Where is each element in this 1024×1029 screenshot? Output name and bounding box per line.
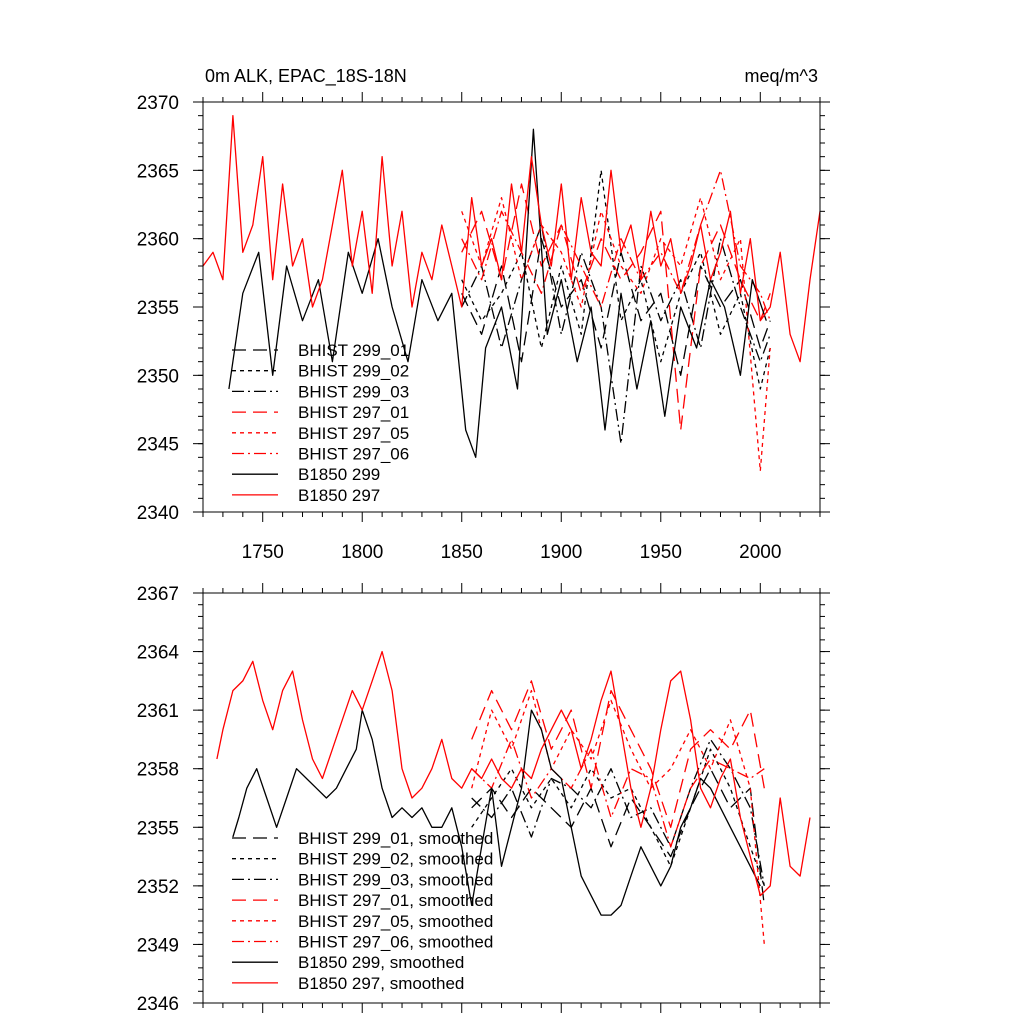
chart-title-left: 0m ALK, EPAC_18S-18N bbox=[205, 66, 407, 87]
plot-frame bbox=[202, 592, 821, 1004]
legend-label: BHIST 299_02 bbox=[298, 362, 409, 381]
x-tick-label: 1750 bbox=[242, 542, 284, 563]
x-tick-label: 1800 bbox=[341, 542, 383, 563]
x-tick-label: 1900 bbox=[540, 542, 582, 563]
chart-panel-1: 2340 2345 2350 2355 2360 2365 2370 1750 1800 1850… bbox=[137, 66, 830, 563]
x-tick-label: 2000 bbox=[739, 542, 781, 563]
legend-label: B1850 297 bbox=[298, 486, 380, 505]
y-tick-label: 2346 bbox=[137, 994, 179, 1015]
legend-label: BHIST 297_06 bbox=[298, 445, 409, 464]
legend-label: BHIST 297_01 bbox=[298, 403, 409, 422]
series-line-5 bbox=[461, 197, 771, 472]
series-line-4 bbox=[471, 680, 765, 828]
y-tick-label: 2349 bbox=[137, 935, 179, 956]
chart-title-right: meq/m^3 bbox=[745, 66, 818, 86]
series-line-3 bbox=[471, 738, 765, 887]
legend: BHIST 299_01, smoothed BHIST 299_02, smoo… bbox=[232, 829, 493, 993]
y-tick-label: 2340 bbox=[137, 503, 179, 524]
x-tick-label: 1850 bbox=[441, 542, 483, 563]
y-tick-label: 2350 bbox=[137, 366, 179, 387]
x-tick-label: 1950 bbox=[640, 542, 682, 563]
series-line-7 bbox=[228, 128, 767, 458]
legend-label: B1850 299, smoothed bbox=[298, 953, 464, 972]
y-tick-label: 2358 bbox=[137, 760, 179, 781]
y-tick-label: 2370 bbox=[137, 93, 179, 114]
plot-frame bbox=[202, 101, 821, 513]
legend-label: BHIST 299_01 bbox=[298, 341, 409, 360]
legend-label: BHIST 299_02, smoothed bbox=[298, 850, 493, 869]
series-line-8 bbox=[203, 115, 820, 363]
series-line-2 bbox=[471, 748, 765, 887]
legend-label: BHIST 297_01, smoothed bbox=[298, 891, 493, 910]
legend-label: BHIST 297_05 bbox=[298, 424, 409, 443]
series-line-5 bbox=[471, 689, 765, 945]
series-line-4 bbox=[461, 183, 771, 431]
legend-label: BHIST 299_03 bbox=[298, 382, 409, 401]
series-line-8 bbox=[216, 650, 811, 897]
series-line-2 bbox=[461, 169, 771, 390]
legend-label: BHIST 299_03, smoothed bbox=[298, 870, 493, 889]
legend-label: BHIST 299_01, smoothed bbox=[298, 829, 493, 848]
y-tick-label: 2355 bbox=[137, 298, 179, 319]
legend-label: B1850 299 bbox=[298, 465, 380, 484]
y-tick-label: 2367 bbox=[137, 584, 179, 605]
y-tick-label: 2361 bbox=[137, 701, 179, 722]
series-group bbox=[203, 115, 820, 472]
series-line-1 bbox=[471, 768, 765, 906]
series-line-6 bbox=[461, 169, 771, 321]
legend-label: BHIST 297_06, smoothed bbox=[298, 933, 493, 952]
y-tick-label: 2364 bbox=[137, 643, 180, 664]
y-tick-label: 2365 bbox=[137, 161, 179, 182]
y-tick-label: 2352 bbox=[137, 877, 179, 898]
y-tick-label: 2355 bbox=[137, 818, 179, 839]
legend-label: BHIST 297_05, smoothed bbox=[298, 912, 493, 931]
chart-panel-2: 2346 2349 2352 2355 2358 2361 2364 2367 BHIST 29… bbox=[137, 583, 830, 1015]
legend-label: B1850 297, smoothed bbox=[298, 974, 464, 993]
y-tick-label: 2360 bbox=[137, 230, 179, 251]
series-line-3 bbox=[461, 224, 771, 445]
series-line-7 bbox=[232, 709, 761, 916]
y-tick-label: 2345 bbox=[137, 435, 179, 456]
series-group bbox=[216, 650, 811, 945]
